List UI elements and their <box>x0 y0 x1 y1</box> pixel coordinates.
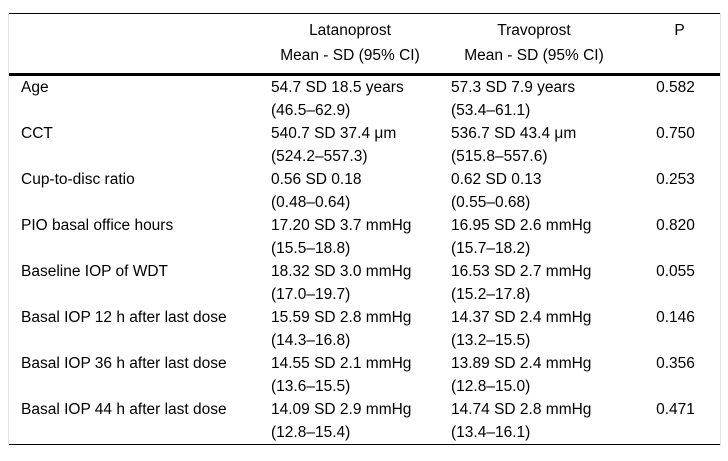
header-p-value: P <box>639 13 720 76</box>
p-value-cell: 0.582 <box>656 79 695 96</box>
table-row: Basal IOP 44 h after last dose 14.09 SD … <box>9 398 720 445</box>
travoprost-cell: 13.89 SD 2.4 mmHg (12.8–15.0) <box>451 352 639 398</box>
travoprost-cell: 16.53 SD 2.7 mmHg (15.2–17.8) <box>451 260 639 306</box>
confidence-interval: (0.55–0.68) <box>451 194 531 211</box>
latanoprost-cell: 17.20 SD 3.7 mmHg (15.5–18.8) <box>271 214 451 260</box>
row-label: PIO basal office hours <box>21 217 174 234</box>
table-row: Basal IOP 36 h after last dose 14.55 SD … <box>9 352 720 398</box>
row-label: Basal IOP 44 h after last dose <box>21 401 227 418</box>
confidence-interval: (14.3–16.8) <box>271 332 351 349</box>
mean-sd-value: 15.59 SD 2.8 mmHg <box>271 309 412 326</box>
mean-sd-value: 17.20 SD 3.7 mmHg <box>271 217 412 234</box>
travoprost-cell: 57.3 SD 7.9 years (53.4–61.1) <box>451 75 639 123</box>
row-label: CCT <box>21 125 53 142</box>
comparison-table-frame: Latanoprost Mean - SD (95% CI) Travopros… <box>8 13 721 445</box>
latanoprost-cell: 14.09 SD 2.9 mmHg (12.8–15.4) <box>271 398 451 445</box>
row-label: Age <box>21 79 49 96</box>
confidence-interval: (12.8–15.0) <box>451 378 531 395</box>
confidence-interval: (0.48–0.64) <box>271 194 351 211</box>
p-column-title: P <box>674 22 685 39</box>
header-travoprost: Travoprost Mean - SD (95% CI) <box>451 13 639 76</box>
confidence-interval: (12.8–15.4) <box>271 424 351 441</box>
mean-sd-value: 16.95 SD 2.6 mmHg <box>451 217 592 234</box>
mean-sd-value: 14.37 SD 2.4 mmHg <box>451 309 592 326</box>
latanoprost-cell: 540.7 SD 37.4 μm (524.2–557.3) <box>271 122 451 168</box>
confidence-interval: (13.6–15.5) <box>271 378 351 395</box>
latanoprost-cell: 0.56 SD 0.18 (0.48–0.64) <box>271 168 451 214</box>
confidence-interval: (524.2–557.3) <box>271 148 368 165</box>
mean-sd-value: 0.56 SD 0.18 <box>271 171 362 188</box>
header-latanoprost: Latanoprost Mean - SD (95% CI) <box>271 13 451 76</box>
mean-sd-value: 54.7 SD 18.5 years <box>271 79 404 96</box>
mean-sd-value: 14.09 SD 2.9 mmHg <box>271 401 412 418</box>
row-label: Basal IOP 36 h after last dose <box>21 355 227 372</box>
confidence-interval: (53.4–61.1) <box>451 102 531 119</box>
confidence-interval: (15.2–17.8) <box>451 286 531 303</box>
latanoprost-cell: 54.7 SD 18.5 years (46.5–62.9) <box>271 75 451 123</box>
mean-sd-value: 57.3 SD 7.9 years <box>451 79 576 96</box>
p-value-cell: 0.146 <box>656 309 695 326</box>
travoprost-cell: 16.95 SD 2.6 mmHg (15.7–18.2) <box>451 214 639 260</box>
header-row: Latanoprost Mean - SD (95% CI) Travopros… <box>9 13 720 76</box>
latanoprost-cell: 18.32 SD 3.0 mmHg (17.0–19.7) <box>271 260 451 306</box>
row-label: Baseline IOP of WDT <box>21 263 169 280</box>
mean-sd-value: 14.74 SD 2.8 mmHg <box>451 401 592 418</box>
table-row: PIO basal office hours 17.20 SD 3.7 mmHg… <box>9 214 720 260</box>
row-label: Basal IOP 12 h after last dose <box>21 309 227 326</box>
latanoprost-cell: 14.55 SD 2.1 mmHg (13.6–15.5) <box>271 352 451 398</box>
travoprost-column-subtitle: Mean - SD (95% CI) <box>464 47 604 64</box>
mean-sd-value: 18.32 SD 3.0 mmHg <box>271 263 412 280</box>
travoprost-cell: 14.37 SD 2.4 mmHg (13.2–15.5) <box>451 306 639 352</box>
table-row: Age 54.7 SD 18.5 years (46.5–62.9) 57.3 … <box>9 75 720 123</box>
mean-sd-value: 13.89 SD 2.4 mmHg <box>451 355 592 372</box>
p-value-cell: 0.750 <box>656 125 695 142</box>
latanoprost-cell: 15.59 SD 2.8 mmHg (14.3–16.8) <box>271 306 451 352</box>
p-value-cell: 0.253 <box>656 171 695 188</box>
mean-sd-value: 0.62 SD 0.13 <box>451 171 542 188</box>
confidence-interval: (15.5–18.8) <box>271 240 351 257</box>
p-value-cell: 0.471 <box>656 401 695 418</box>
p-value-cell: 0.820 <box>656 217 695 234</box>
travoprost-column-title: Travoprost <box>497 22 571 39</box>
table-row: Basal IOP 12 h after last dose 15.59 SD … <box>9 306 720 352</box>
table-row: Cup-to-disc ratio 0.56 SD 0.18 (0.48–0.6… <box>9 168 720 214</box>
confidence-interval: (46.5–62.9) <box>271 102 351 119</box>
table-row: Baseline IOP of WDT 18.32 SD 3.0 mmHg (1… <box>9 260 720 306</box>
confidence-interval: (15.7–18.2) <box>451 240 531 257</box>
mean-sd-value: 16.53 SD 2.7 mmHg <box>451 263 592 280</box>
confidence-interval: (17.0–19.7) <box>271 286 351 303</box>
header-empty-cell <box>9 13 271 76</box>
travoprost-cell: 0.62 SD 0.13 (0.55–0.68) <box>451 168 639 214</box>
table-row: CCT 540.7 SD 37.4 μm (524.2–557.3) 536.7… <box>9 122 720 168</box>
latanoprost-column-subtitle: Mean - SD (95% CI) <box>280 47 420 64</box>
travoprost-cell: 14.74 SD 2.8 mmHg (13.4–16.1) <box>451 398 639 445</box>
latanoprost-column-title: Latanoprost <box>309 22 391 39</box>
row-label: Cup-to-disc ratio <box>21 171 135 188</box>
confidence-interval: (515.8–557.6) <box>451 148 548 165</box>
confidence-interval: (13.2–15.5) <box>451 332 531 349</box>
comparison-table: Latanoprost Mean - SD (95% CI) Travopros… <box>9 13 720 445</box>
confidence-interval: (13.4–16.1) <box>451 424 531 441</box>
table-body: Age 54.7 SD 18.5 years (46.5–62.9) 57.3 … <box>9 75 720 445</box>
mean-sd-value: 14.55 SD 2.1 mmHg <box>271 355 412 372</box>
mean-sd-value: 540.7 SD 37.4 μm <box>271 125 397 142</box>
p-value-cell: 0.055 <box>656 263 695 280</box>
p-value-cell: 0.356 <box>656 355 695 372</box>
mean-sd-value: 536.7 SD 43.4 μm <box>451 125 577 142</box>
table-header: Latanoprost Mean - SD (95% CI) Travopros… <box>9 13 720 76</box>
travoprost-cell: 536.7 SD 43.4 μm (515.8–557.6) <box>451 122 639 168</box>
